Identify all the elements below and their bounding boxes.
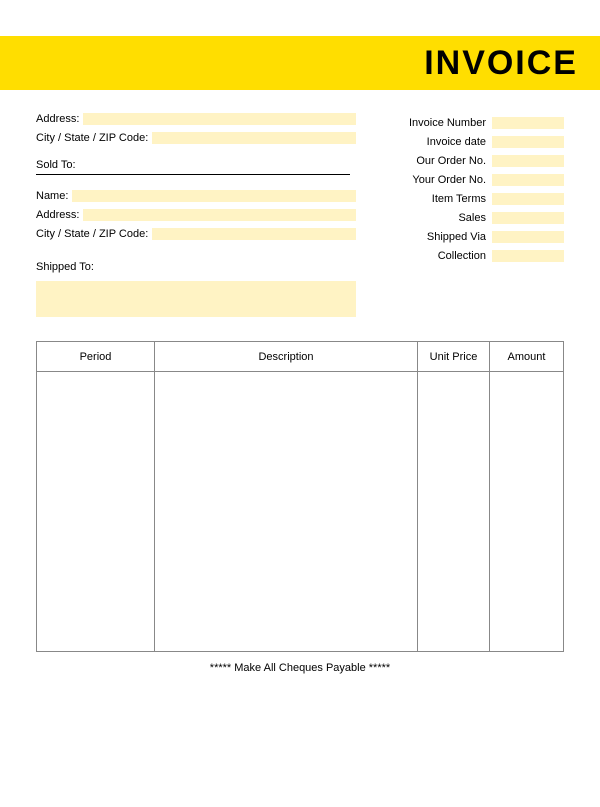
- meta-label: Sales: [458, 212, 486, 224]
- meta-label: Shipped Via: [427, 231, 486, 243]
- col-header-amount: Amount: [490, 342, 564, 372]
- right-column: Invoice Number Invoice date Our Order No…: [374, 112, 564, 317]
- meta-label: Item Terms: [432, 193, 486, 205]
- meta-row-1: Invoice date: [374, 135, 564, 149]
- sender-address-label: Address:: [36, 113, 79, 125]
- meta-fill[interactable]: [492, 174, 564, 186]
- line-items-table: Period Description Unit Price Amount: [36, 341, 564, 652]
- meta-row-2: Our Order No.: [374, 154, 564, 168]
- soldto-address-row: Address:: [36, 208, 356, 222]
- meta-fill[interactable]: [492, 193, 564, 205]
- banner-title: INVOICE: [424, 44, 578, 83]
- meta-fill[interactable]: [492, 117, 564, 129]
- meta-fill[interactable]: [492, 250, 564, 262]
- line-items-table-wrap: Period Description Unit Price Amount: [0, 341, 600, 652]
- cell-unit-price[interactable]: [418, 372, 490, 652]
- sender-address-row: Address:: [36, 112, 356, 126]
- meta-label: Your Order No.: [412, 174, 486, 186]
- meta-label: Our Order No.: [416, 155, 486, 167]
- meta-fill[interactable]: [492, 231, 564, 243]
- meta-row-6: Shipped Via: [374, 230, 564, 244]
- sender-address-fill[interactable]: [83, 113, 356, 125]
- table-row: [37, 372, 564, 652]
- meta-label: Invoice Number: [409, 117, 486, 129]
- meta-fill[interactable]: [492, 155, 564, 167]
- sold-to-divider: [36, 174, 350, 175]
- meta-row-5: Sales: [374, 211, 564, 225]
- meta-row-7: Collection: [374, 249, 564, 263]
- soldto-city-label: City / State / ZIP Code:: [36, 228, 148, 240]
- meta-fill[interactable]: [492, 136, 564, 148]
- cell-amount[interactable]: [490, 372, 564, 652]
- cell-description[interactable]: [155, 372, 418, 652]
- col-header-description: Description: [155, 342, 418, 372]
- soldto-city-fill[interactable]: [152, 228, 356, 240]
- content-area: Address: City / State / ZIP Code: Sold T…: [0, 90, 600, 317]
- shipped-to-header: Shipped To:: [36, 261, 356, 273]
- soldto-address-fill[interactable]: [83, 209, 356, 221]
- sender-city-label: City / State / ZIP Code:: [36, 132, 148, 144]
- meta-row-3: Your Order No.: [374, 173, 564, 187]
- col-header-unit-price: Unit Price: [418, 342, 490, 372]
- col-header-period: Period: [37, 342, 155, 372]
- sold-to-header: Sold To:: [36, 159, 356, 171]
- top-section: Address: City / State / ZIP Code: Sold T…: [36, 112, 564, 317]
- meta-label: Invoice date: [427, 136, 486, 148]
- shipped-to-box[interactable]: [36, 281, 356, 317]
- left-column: Address: City / State / ZIP Code: Sold T…: [36, 112, 356, 317]
- table-header-row: Period Description Unit Price Amount: [37, 342, 564, 372]
- meta-row-4: Item Terms: [374, 192, 564, 206]
- soldto-city-row: City / State / ZIP Code:: [36, 227, 356, 241]
- soldto-name-label: Name:: [36, 190, 68, 202]
- soldto-name-fill[interactable]: [72, 190, 356, 202]
- meta-fill[interactable]: [492, 212, 564, 224]
- soldto-address-label: Address:: [36, 209, 79, 221]
- soldto-name-row: Name:: [36, 189, 356, 203]
- meta-row-0: Invoice Number: [374, 116, 564, 130]
- meta-label: Collection: [438, 250, 486, 262]
- cell-period[interactable]: [37, 372, 155, 652]
- sender-city-fill[interactable]: [152, 132, 356, 144]
- invoice-banner: INVOICE: [0, 36, 600, 90]
- footer-note: ***** Make All Cheques Payable *****: [0, 662, 600, 674]
- sender-city-row: City / State / ZIP Code:: [36, 131, 356, 145]
